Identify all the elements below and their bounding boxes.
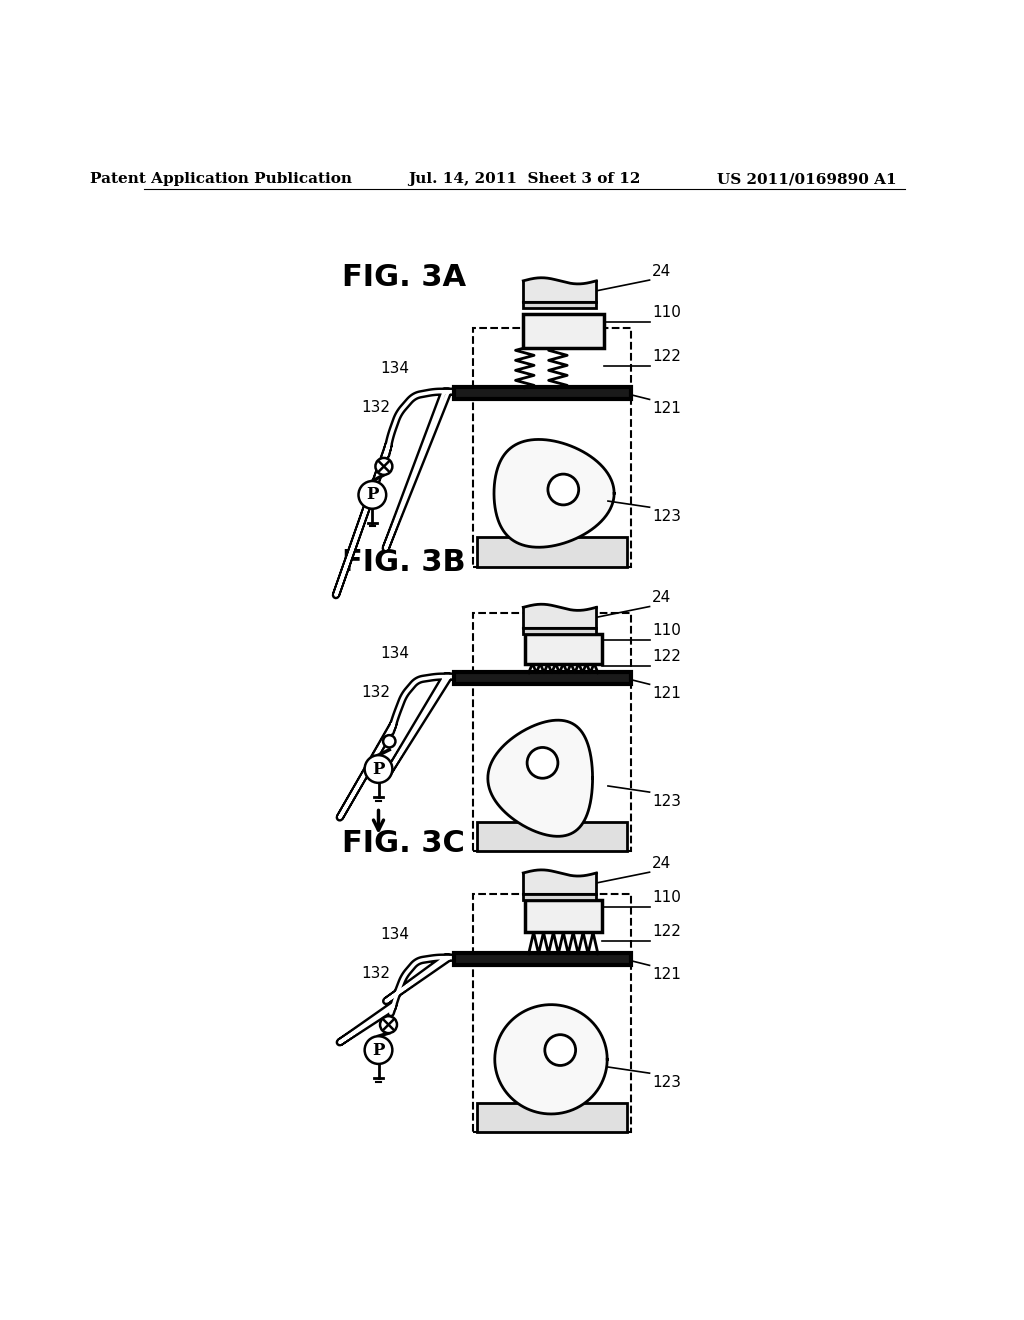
- Circle shape: [548, 474, 579, 504]
- Circle shape: [358, 480, 386, 508]
- Text: FIG. 3A: FIG. 3A: [342, 263, 467, 292]
- Bar: [454, 953, 631, 965]
- Text: 132: 132: [361, 965, 390, 981]
- Circle shape: [376, 458, 392, 475]
- Polygon shape: [495, 1005, 607, 1114]
- Bar: [523, 628, 596, 635]
- Bar: [473, 612, 631, 851]
- Polygon shape: [523, 605, 596, 628]
- Circle shape: [383, 735, 395, 747]
- Bar: [473, 327, 631, 566]
- Circle shape: [527, 747, 558, 779]
- Text: US 2011/0169890 A1: US 2011/0169890 A1: [717, 172, 896, 186]
- Text: 24: 24: [652, 855, 671, 871]
- Text: 122: 122: [652, 348, 681, 364]
- Text: P: P: [373, 760, 385, 777]
- Text: 110: 110: [652, 623, 681, 638]
- Bar: [523, 302, 596, 308]
- Circle shape: [365, 1036, 392, 1064]
- Text: 121: 121: [652, 401, 681, 416]
- Text: 132: 132: [361, 400, 390, 414]
- Bar: [524, 900, 602, 932]
- Text: P: P: [373, 1041, 385, 1059]
- Bar: [454, 672, 631, 684]
- Bar: [524, 635, 602, 664]
- Text: 123: 123: [652, 793, 681, 809]
- Text: 134: 134: [381, 927, 410, 942]
- Polygon shape: [494, 440, 614, 548]
- Bar: [523, 894, 596, 900]
- Text: 123: 123: [652, 1074, 681, 1090]
- Text: 134: 134: [381, 645, 410, 661]
- Circle shape: [365, 755, 392, 783]
- Bar: [454, 387, 631, 399]
- Text: 24: 24: [652, 590, 671, 605]
- Bar: [477, 1104, 628, 1133]
- Text: FIG. 3C: FIG. 3C: [342, 829, 465, 858]
- Text: FIG. 3B: FIG. 3B: [342, 548, 466, 577]
- Text: 110: 110: [652, 890, 681, 906]
- Text: 121: 121: [652, 686, 681, 701]
- Polygon shape: [487, 721, 593, 837]
- Bar: [473, 894, 631, 1133]
- Polygon shape: [523, 870, 596, 894]
- Text: 110: 110: [652, 305, 681, 321]
- Text: 134: 134: [381, 362, 410, 376]
- Polygon shape: [523, 277, 596, 302]
- Circle shape: [380, 1016, 397, 1034]
- Bar: [477, 822, 628, 851]
- Text: 132: 132: [361, 685, 390, 700]
- Text: Patent Application Publication: Patent Application Publication: [90, 172, 352, 186]
- Text: 123: 123: [652, 508, 681, 524]
- Text: 122: 122: [652, 924, 681, 940]
- Text: P: P: [367, 486, 379, 503]
- Bar: [523, 314, 604, 348]
- Text: 121: 121: [652, 966, 681, 982]
- Circle shape: [545, 1035, 575, 1065]
- Text: 122: 122: [652, 649, 681, 664]
- Text: Jul. 14, 2011  Sheet 3 of 12: Jul. 14, 2011 Sheet 3 of 12: [409, 172, 641, 186]
- Bar: [477, 537, 628, 566]
- Text: 24: 24: [652, 264, 671, 279]
